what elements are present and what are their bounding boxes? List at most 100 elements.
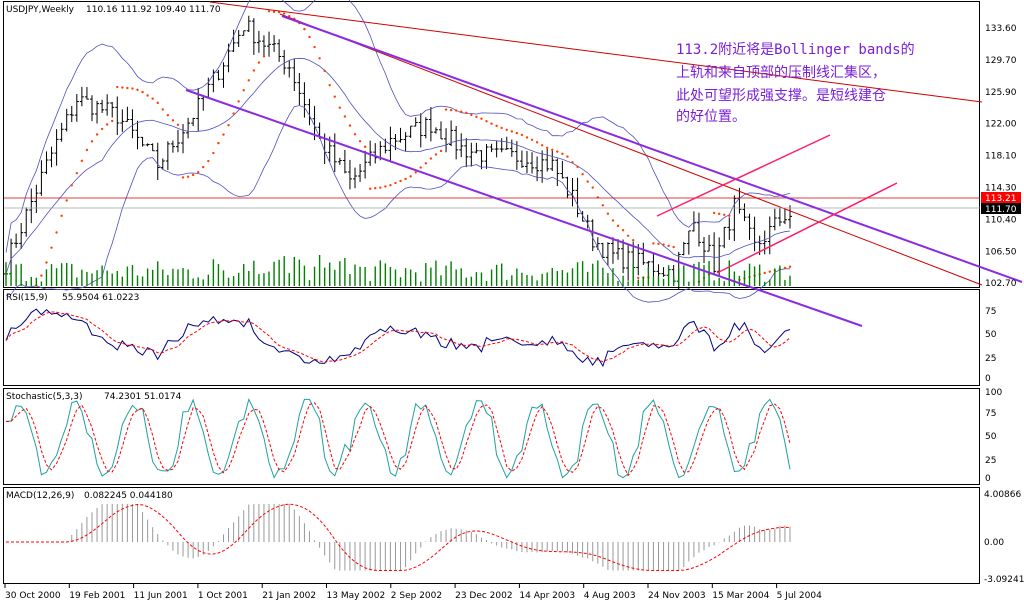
ohlc-bar — [145, 143, 150, 147]
sar-dot — [80, 159, 84, 163]
ohlc-bar — [84, 87, 89, 100]
volume-bar — [632, 263, 634, 286]
chart-overlays — [4, 1, 1023, 327]
sar-dot — [525, 136, 529, 139]
sar-dot — [379, 186, 382, 189]
ohlc-bar — [474, 142, 479, 154]
sar-dot — [444, 108, 448, 111]
x-tick-label: 24 Nov 2003 — [648, 591, 706, 601]
sar-dot — [384, 185, 387, 188]
volume-bar — [60, 263, 63, 286]
volume-bar — [136, 275, 139, 286]
volume-bar — [313, 266, 316, 286]
price-ytick-label: 133.60 — [985, 24, 1017, 34]
volume-bar — [698, 261, 700, 286]
volume-bar — [379, 260, 381, 286]
price-ytick-label: 110.40 — [985, 215, 1017, 225]
ohlc-bar — [261, 35, 266, 58]
volume-bar — [232, 276, 235, 286]
sar-dot — [783, 266, 787, 270]
x-tick-label: 30 Oct 2000 — [5, 591, 61, 601]
volume-bar — [278, 259, 280, 286]
sar-dot — [616, 224, 620, 228]
volume-bar — [268, 271, 270, 286]
volume-bar — [551, 268, 553, 286]
sar-dot — [520, 133, 524, 137]
ohlc-bar — [772, 208, 777, 231]
sar-dot — [374, 187, 377, 190]
ohlc-bar — [489, 143, 494, 153]
annotation-line-3: 此处可望形成强支撑。是短线建仓 — [676, 88, 886, 104]
sar-dot — [151, 97, 154, 100]
red-trendline — [279, 13, 983, 286]
volume-bar — [298, 259, 301, 286]
sar-dot — [788, 265, 792, 268]
volume-bar — [253, 260, 255, 286]
ohlc-bar — [231, 29, 236, 52]
volume-bar — [30, 276, 32, 286]
sar-dot — [333, 95, 336, 98]
volume-bar — [743, 270, 746, 286]
sar-dot — [566, 155, 569, 158]
ohlc-bar — [186, 117, 191, 139]
volume-bar — [693, 263, 695, 286]
sar-dot — [672, 245, 675, 249]
volume-bar — [622, 275, 624, 286]
x-tick-label: 11 Jun 2001 — [134, 591, 188, 601]
sar-dot — [546, 146, 549, 149]
sar-dot — [353, 133, 357, 136]
volume-bar — [283, 256, 285, 286]
sar-dot — [399, 179, 402, 183]
rsi-signal-line — [5, 311, 791, 363]
x-tick-label: 2 Sep 2002 — [391, 591, 442, 601]
volume-bar — [131, 265, 134, 286]
macd-values: 0.082245 0.044180 — [84, 491, 173, 501]
sar-dot — [186, 175, 190, 178]
ohlc-bar — [752, 216, 757, 252]
volume-bar — [25, 281, 27, 286]
sar-dot — [429, 157, 433, 160]
sar-dot — [131, 87, 134, 90]
ohlc-bar — [140, 136, 145, 147]
sar-dot — [667, 244, 670, 248]
volume-bar — [440, 275, 442, 286]
price-ytick-label: 102.70 — [985, 279, 1017, 289]
sar-dot — [328, 83, 331, 87]
volume-bar — [460, 268, 462, 286]
sar-dot — [454, 109, 458, 112]
ohlc-bar — [408, 125, 413, 138]
volume-bar — [652, 277, 655, 286]
sar-dot — [242, 89, 245, 92]
ohlc-bar — [641, 242, 646, 265]
sar-dot — [308, 35, 311, 39]
current-price-tag: 111.70 — [985, 205, 1017, 215]
sar-dot — [556, 150, 559, 153]
volume-bar — [511, 275, 513, 286]
volume-bar — [667, 265, 670, 286]
sar-dot — [207, 159, 210, 163]
ohlc-bar — [24, 207, 29, 237]
sar-dot — [485, 120, 488, 123]
stoch-ytick-label: 75 — [985, 409, 996, 419]
sar-dot — [55, 231, 58, 234]
volume-bar — [374, 266, 376, 286]
volume-bar — [576, 262, 579, 286]
macd-title: MACD(12,26,9) — [6, 491, 74, 501]
ohlc-bar — [342, 150, 347, 174]
price-ytick-label: 114.30 — [985, 184, 1017, 194]
volume-bar — [556, 270, 559, 286]
ohlc-bar — [444, 128, 449, 153]
volume-bar — [227, 277, 230, 286]
ohlc-bar — [302, 82, 307, 118]
sar-dot — [343, 115, 347, 118]
sar-dot — [247, 79, 250, 82]
ohlc-bar — [236, 29, 241, 48]
price-ytick-label: 118.10 — [985, 152, 1017, 162]
sar-dot — [490, 122, 493, 125]
ohlc-bar — [499, 138, 504, 153]
price-ytick-label: 129.70 — [985, 56, 1017, 66]
sar-dot — [652, 242, 655, 245]
volume-bar — [465, 277, 467, 286]
sar-dot — [611, 219, 615, 222]
x-tick-label: 13 May 2002 — [327, 591, 386, 601]
